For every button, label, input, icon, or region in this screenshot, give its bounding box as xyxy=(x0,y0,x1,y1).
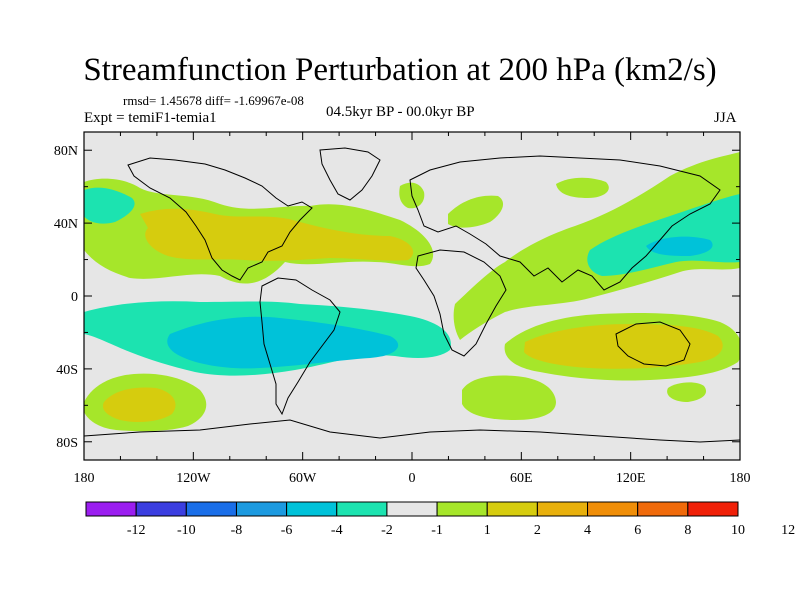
colorbar-label-13: 12 xyxy=(781,523,795,538)
colorbar-swatch-11 xyxy=(637,501,689,517)
stats-line: rmsd= 1.45678 diff= -1.69967e-08 xyxy=(123,93,304,108)
coastline-north-america xyxy=(127,157,313,281)
colorbar-swatch-6 xyxy=(386,501,438,517)
colorbar-label-10: 6 xyxy=(634,523,641,538)
contour-south-pacific-positive-core xyxy=(102,387,176,422)
colorbar-label-2: -8 xyxy=(231,523,243,538)
colorbar-label-9: 4 xyxy=(584,523,591,538)
colorbar-label-3: -6 xyxy=(281,523,293,538)
lon-tick-label-1: 120W xyxy=(176,471,211,486)
chart-title: Streamfunction Perturbation at 200 hPa (… xyxy=(83,52,717,88)
lat-tick-label-1: 40N xyxy=(54,217,78,232)
colorbar-swatch-9 xyxy=(536,501,589,517)
coastline-antarctica xyxy=(84,419,740,443)
coastline-eurasia xyxy=(409,155,721,291)
colorbar-swatch-1 xyxy=(135,501,187,517)
coastline-africa xyxy=(415,249,507,357)
colorbar-swatch-8 xyxy=(486,501,538,517)
lon-tick-label-0: 180 xyxy=(74,471,95,486)
colorbar-swatch-10 xyxy=(587,501,639,517)
colorbar-swatch-0 xyxy=(85,501,137,517)
colorbar-swatch-4 xyxy=(286,501,338,517)
colorbar-swatch-12 xyxy=(687,501,739,517)
contour-australia-positive-core xyxy=(524,324,723,369)
contour-southern-band-negative-core xyxy=(167,316,399,369)
colorbar-label-0: -12 xyxy=(127,523,146,538)
colorbar-label-11: 8 xyxy=(684,523,691,538)
coastline-greenland xyxy=(319,147,381,201)
contour-north-pacific-negative-west xyxy=(84,187,135,224)
colorbar: -12 -10 -8 -6 -4 -2 -1 1 2 4 6 8 10 12 xyxy=(85,501,795,538)
lon-tick-label-4: 60E xyxy=(510,471,533,486)
season-label: JJA xyxy=(714,110,737,126)
lon-tick-label-2: 60W xyxy=(289,471,317,486)
colorbar-label-5: -2 xyxy=(381,523,393,538)
colorbar-swatch-3 xyxy=(235,501,288,517)
experiment-label: Expt = temiF1-temia1 xyxy=(84,110,217,126)
coastline-australia xyxy=(615,321,691,367)
colorbar-label-12: 10 xyxy=(731,523,745,538)
contour-europe-positive xyxy=(448,195,504,228)
lat-tick-label-2: 0 xyxy=(71,290,78,305)
lon-tick-label-3: 0 xyxy=(409,471,416,486)
contour-fills xyxy=(84,152,740,432)
contour-southern-indian-positive xyxy=(462,375,556,420)
lon-tick-label-6: 180 xyxy=(730,471,751,486)
lat-tick-label-4: 80S xyxy=(56,436,78,451)
colorbar-label-7: 1 xyxy=(484,523,491,538)
longitude-axis: 180 120W 60W 0 60E 120E 180 xyxy=(74,132,751,486)
colorbar-swatch-5 xyxy=(336,501,388,517)
contour-south-pacific-small-positive xyxy=(667,382,707,402)
lat-tick-label-3: 40S xyxy=(56,363,78,378)
contour-siberia-positive xyxy=(556,177,609,198)
colorbar-label-6: -1 xyxy=(431,523,443,538)
contour-west-pacific-negative-core xyxy=(646,236,713,256)
colorbar-label-1: -10 xyxy=(177,523,196,538)
coastlines xyxy=(84,147,740,443)
colorbar-label-8: 2 xyxy=(534,523,541,538)
period-label: 04.5kyr BP - 00.0kyr BP xyxy=(326,104,475,120)
colorbar-swatch-7 xyxy=(436,501,488,517)
colorbar-label-4: -4 xyxy=(331,523,343,538)
lon-tick-label-5: 120E xyxy=(616,471,646,486)
lat-tick-label-0: 80N xyxy=(54,144,78,159)
latitude-axis: 80N 40N 0 40S 80S xyxy=(54,144,740,451)
coastline-south-america xyxy=(259,277,341,416)
colorbar-swatch-2 xyxy=(185,501,237,517)
